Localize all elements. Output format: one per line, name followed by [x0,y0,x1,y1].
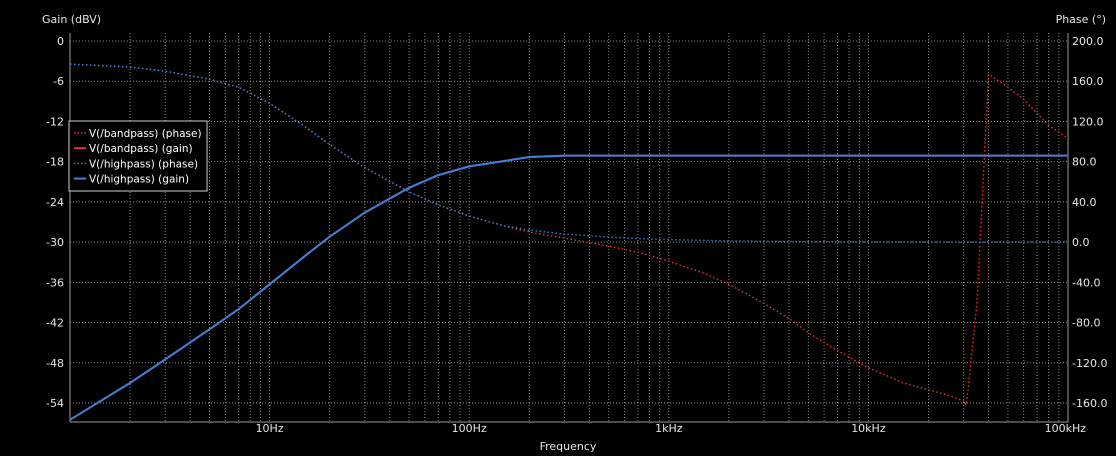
y-left-tick-label: 0 [57,35,64,48]
x-tick-label: 10Hz [256,422,284,435]
legend: V(/bandpass) (phase) V(/bandpass) (gain) V… [68,120,208,192]
y-right-tick-label: -80.0 [1072,317,1100,330]
y-left-tick-label: -36 [46,276,64,289]
legend-entry: V(/highpass) (phase) [89,158,198,170]
y-right-tick-label: -120.0 [1072,357,1107,370]
x-tick-label: 100Hz [452,422,487,435]
y-right-tick-label: 0.0 [1072,236,1090,249]
y-axis-left-label: Gain (dBV) [42,13,101,26]
y-left-tick-label: -24 [46,196,64,209]
y-right-tick-label: -160.0 [1072,397,1107,410]
legend-entry: V(/highpass) (gain) [89,174,189,186]
x-axis-label: Frequency [540,440,597,453]
series-layer [69,63,1069,421]
y-left-tick-label: -6 [53,75,64,88]
y-left-tick-label: -42 [46,317,64,330]
x-tick-label: 100kHz [1045,422,1087,435]
y-left-tick-label: -18 [46,156,64,169]
y-left-tick-label: -30 [46,236,64,249]
y-right-tick-label: 40.0 [1072,196,1097,209]
x-tick-label: 1kHz [655,422,683,435]
y-axis-right-label: Phase (°) [1056,13,1106,26]
y-left-tick-label: -48 [46,357,64,370]
legend-box [68,120,208,192]
x-tick-label: 10kHz [851,422,886,435]
y-right-tick-label: 80.0 [1072,156,1097,169]
y-left-tick-label: -12 [46,115,64,128]
y-right-tick-label: 160.0 [1072,75,1104,88]
y-right-tick-label: 120.0 [1072,115,1104,128]
ticks: 0 -6 -12 -18 -24 -30 -36 -42 -48 -54 200.0 160.0 120… [46,35,1107,435]
legend-entry: V(/bandpass) (gain) [89,143,193,155]
y-left-tick-label: -54 [46,397,64,410]
legend-entry: V(/bandpass) (phase) [89,128,202,140]
y-right-tick-label: 200.0 [1072,35,1104,48]
grid [69,33,1069,423]
series-line-3 [69,154,1068,421]
y-right-tick-label: -40.0 [1072,276,1100,289]
